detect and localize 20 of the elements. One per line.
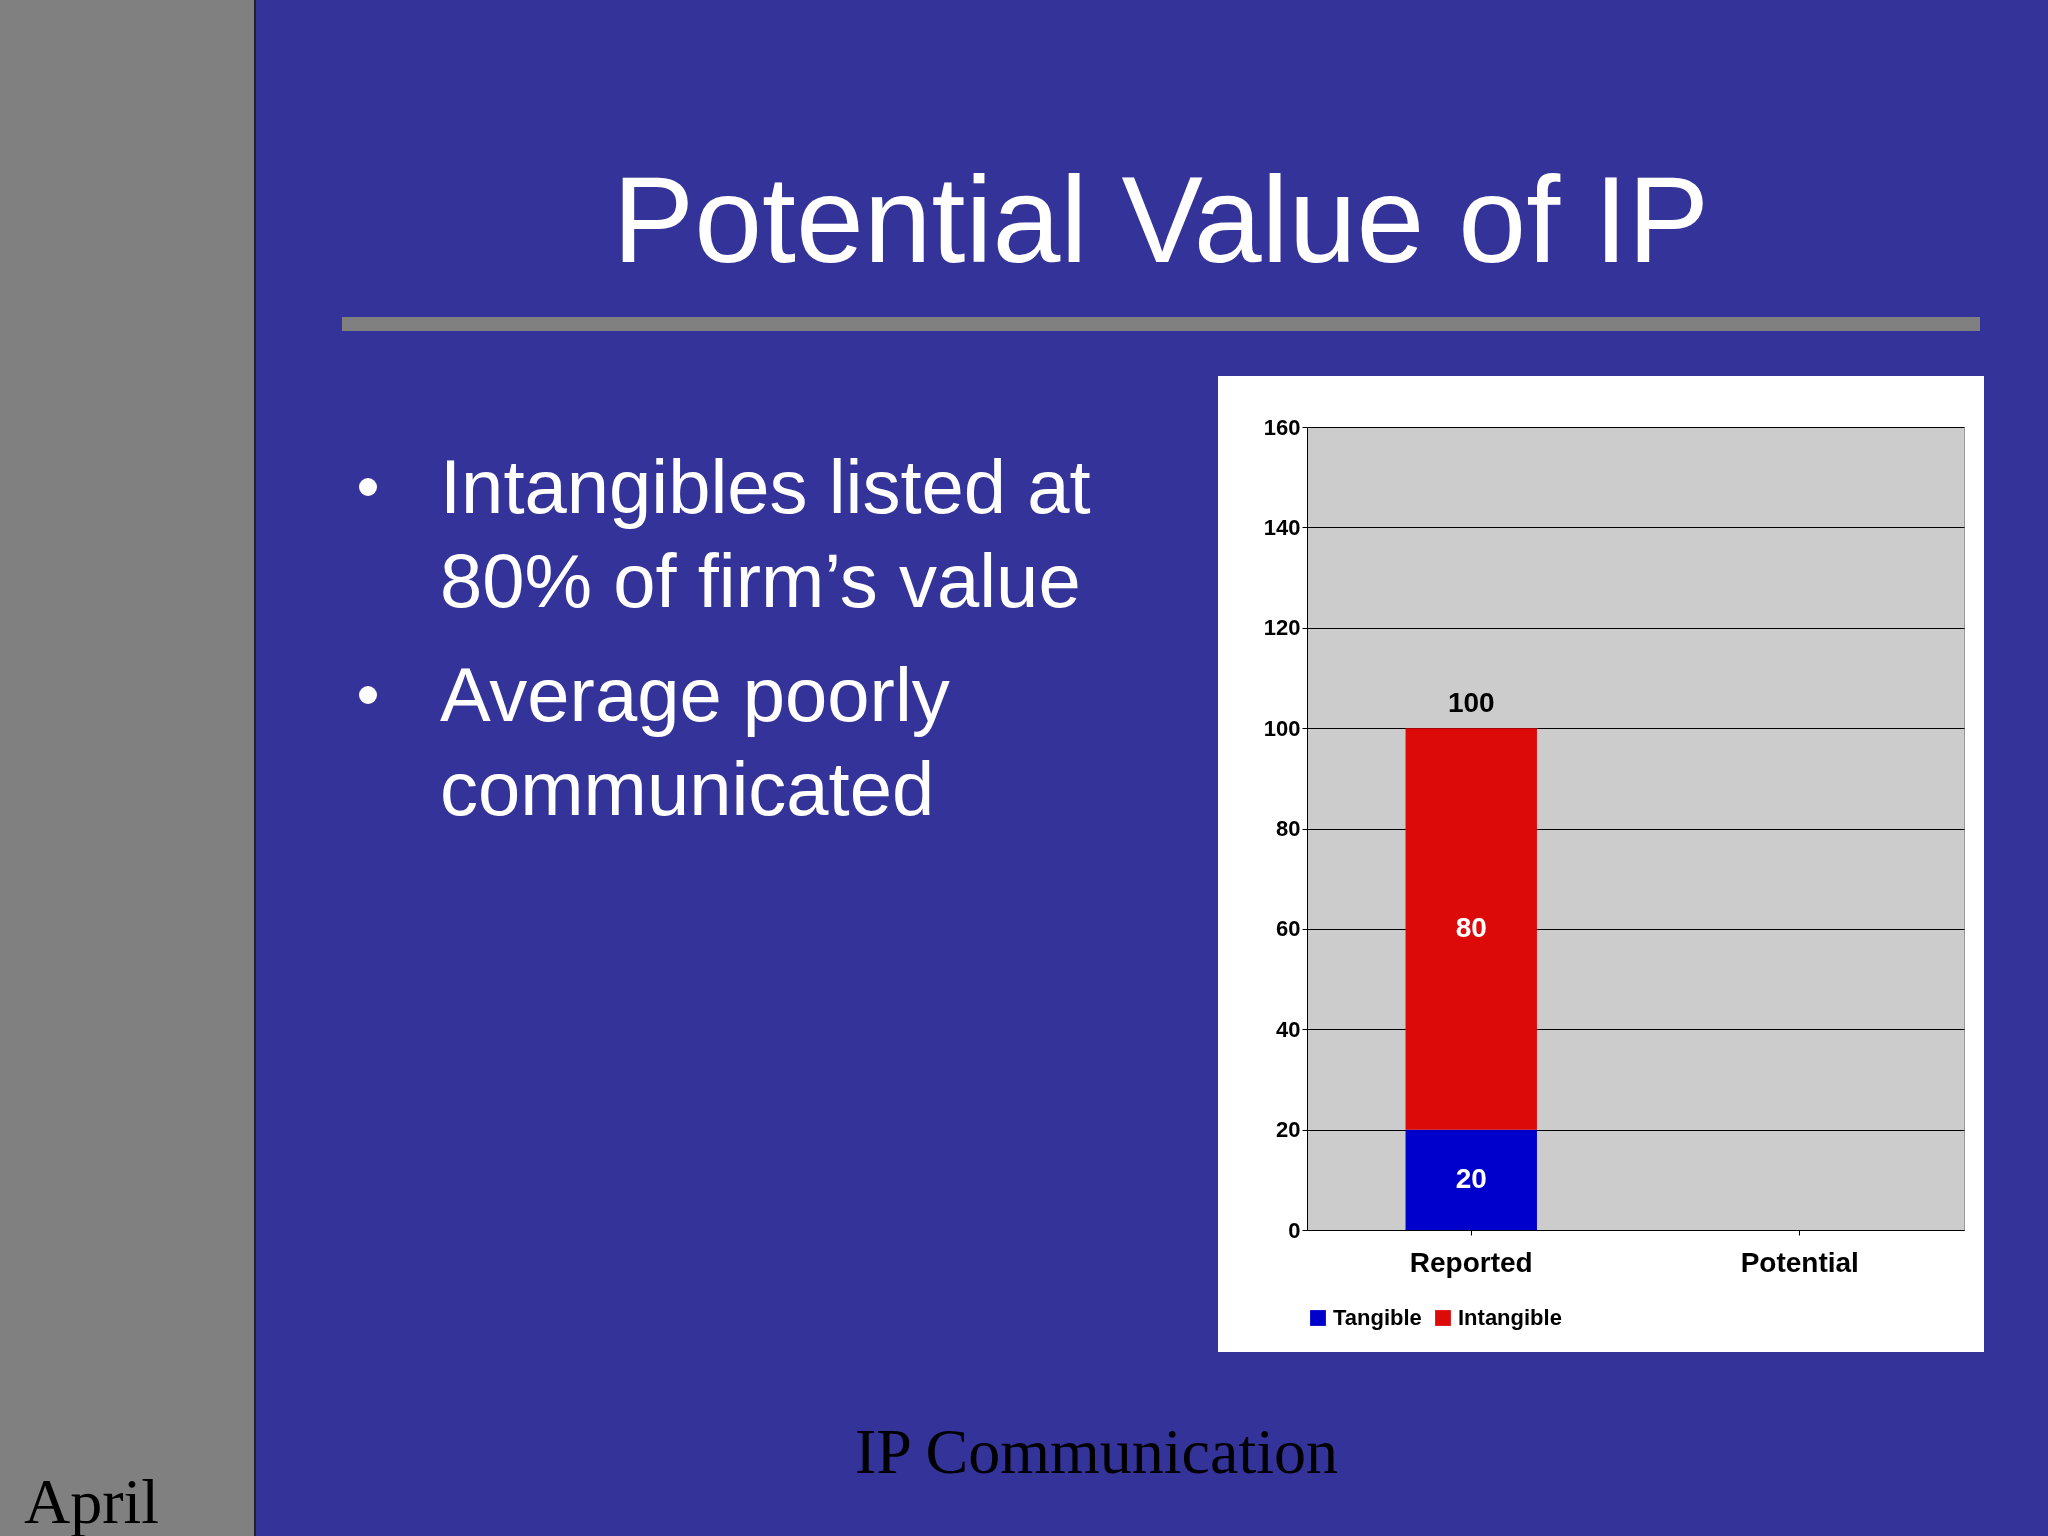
chart-title: Potential Value of IP — [611, 151, 1711, 290]
y-tick-label: 80 — [1276, 816, 1301, 841]
text: Intangibles listed at 80% of firm’s value — [440, 444, 1091, 623]
y-tick-label: 0 — [1288, 1217, 1301, 1243]
data-label: 20 — [1455, 1162, 1487, 1194]
text: Average poorly communicated — [440, 652, 950, 831]
y-tick-label: 140 — [1263, 514, 1301, 540]
data-label: 80 — [1455, 911, 1487, 943]
text: IP Communication — [855, 1415, 1338, 1489]
legend-label: Tangible — [1333, 1305, 1422, 1330]
x-tick-label: Reported — [1409, 1246, 1533, 1278]
legend-label: Intangible — [1458, 1305, 1562, 1330]
x-tick-label: Potential — [1740, 1246, 1859, 1278]
y-tick-label: 120 — [1263, 615, 1301, 641]
y-tick-label: 40 — [1276, 1016, 1301, 1042]
y-tick-label: 160 — [1263, 414, 1301, 440]
y-tick-label: 100 — [1263, 715, 1301, 741]
total-label: 100 — [1447, 687, 1495, 719]
y-tick-label: 60 — [1276, 916, 1301, 942]
y-tick-label: 20 — [1276, 1117, 1301, 1143]
